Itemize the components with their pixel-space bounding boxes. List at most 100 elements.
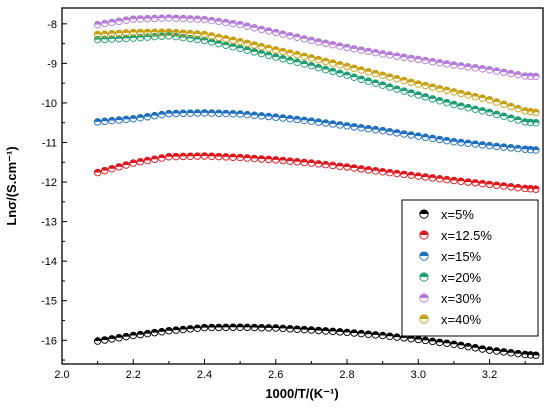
data-point (421, 81, 430, 90)
data-point (243, 110, 252, 119)
data-point (378, 168, 387, 176)
data-point (371, 167, 380, 175)
data-point (200, 36, 209, 45)
data-point (357, 165, 366, 173)
data-point (200, 30, 209, 39)
data-point (329, 327, 337, 336)
data-point (478, 107, 487, 115)
data-point (471, 92, 480, 101)
legend-marker (419, 209, 429, 219)
data-point (400, 53, 408, 61)
series-3 (93, 31, 540, 127)
data-point (179, 109, 187, 118)
data-point (300, 60, 309, 68)
data-point (264, 44, 273, 53)
data-point (507, 144, 515, 152)
data-point (207, 109, 216, 117)
data-point (236, 153, 244, 162)
data-point (443, 136, 451, 145)
data-point (272, 53, 280, 61)
data-point (393, 52, 401, 60)
data-point (136, 330, 145, 339)
data-point (532, 118, 540, 127)
data-point (464, 103, 472, 112)
data-point (222, 153, 230, 161)
data-point (336, 61, 344, 69)
x-tick-label: 2.4 (197, 369, 212, 381)
data-point (421, 336, 430, 345)
data-point (421, 93, 430, 101)
data-point (378, 331, 387, 340)
data-point (129, 28, 138, 37)
data-point (158, 154, 166, 162)
data-point (443, 175, 451, 184)
data-point (215, 17, 223, 26)
data-point (300, 325, 309, 334)
data-point (514, 104, 522, 113)
data-point (393, 85, 401, 93)
data-point (236, 37, 244, 46)
data-point (414, 132, 423, 140)
data-point (321, 39, 330, 48)
legend-item: x=40% (419, 312, 482, 327)
data-point (129, 115, 138, 123)
series-layer (93, 14, 540, 360)
data-point (222, 323, 230, 332)
data-point (172, 14, 180, 22)
data-point (193, 15, 202, 23)
data-point (457, 89, 465, 98)
data-point (108, 18, 116, 27)
data-point (532, 351, 540, 360)
data-point (393, 333, 401, 341)
data-point (364, 166, 373, 174)
data-point (236, 44, 244, 53)
data-point (272, 156, 280, 164)
data-point (143, 28, 152, 37)
data-point (122, 29, 130, 37)
data-point (343, 71, 351, 79)
data-point (428, 134, 437, 143)
data-point (371, 331, 380, 339)
data-point (492, 67, 501, 75)
data-point (222, 35, 230, 43)
data-point (307, 62, 316, 70)
data-point (464, 91, 472, 99)
data-point (158, 28, 166, 36)
y-tick-label: -14 (41, 256, 57, 268)
data-point (129, 15, 138, 23)
data-point (200, 152, 209, 160)
data-point (279, 114, 287, 122)
data-point (286, 31, 294, 40)
data-point (264, 112, 273, 121)
data-point (407, 54, 415, 63)
legend-item: x=20% (419, 270, 482, 285)
data-point (264, 324, 273, 332)
data-point (500, 143, 508, 151)
data-point (143, 112, 152, 121)
data-point (428, 57, 437, 66)
data-point (478, 141, 487, 149)
data-point (108, 335, 116, 343)
data-point (371, 69, 380, 78)
data-point (386, 332, 394, 341)
data-point (329, 161, 337, 170)
y-tick-label: -11 (42, 137, 57, 149)
data-point (478, 345, 487, 353)
data-point (336, 121, 344, 129)
data-point (457, 341, 465, 350)
plot-frame (61, 7, 544, 365)
legend-item: x=30% (419, 291, 482, 306)
data-point (357, 46, 366, 54)
data-point (393, 74, 401, 83)
data-point (428, 83, 437, 91)
data-point (165, 14, 173, 22)
data-point (371, 79, 380, 87)
data-point (471, 344, 480, 352)
data-point (222, 18, 230, 27)
data-point (435, 58, 444, 67)
data-point (485, 65, 494, 74)
x-tick-label: 2.8 (339, 369, 354, 381)
data-point (307, 159, 316, 167)
data-point (492, 98, 501, 106)
data-point (314, 118, 323, 126)
